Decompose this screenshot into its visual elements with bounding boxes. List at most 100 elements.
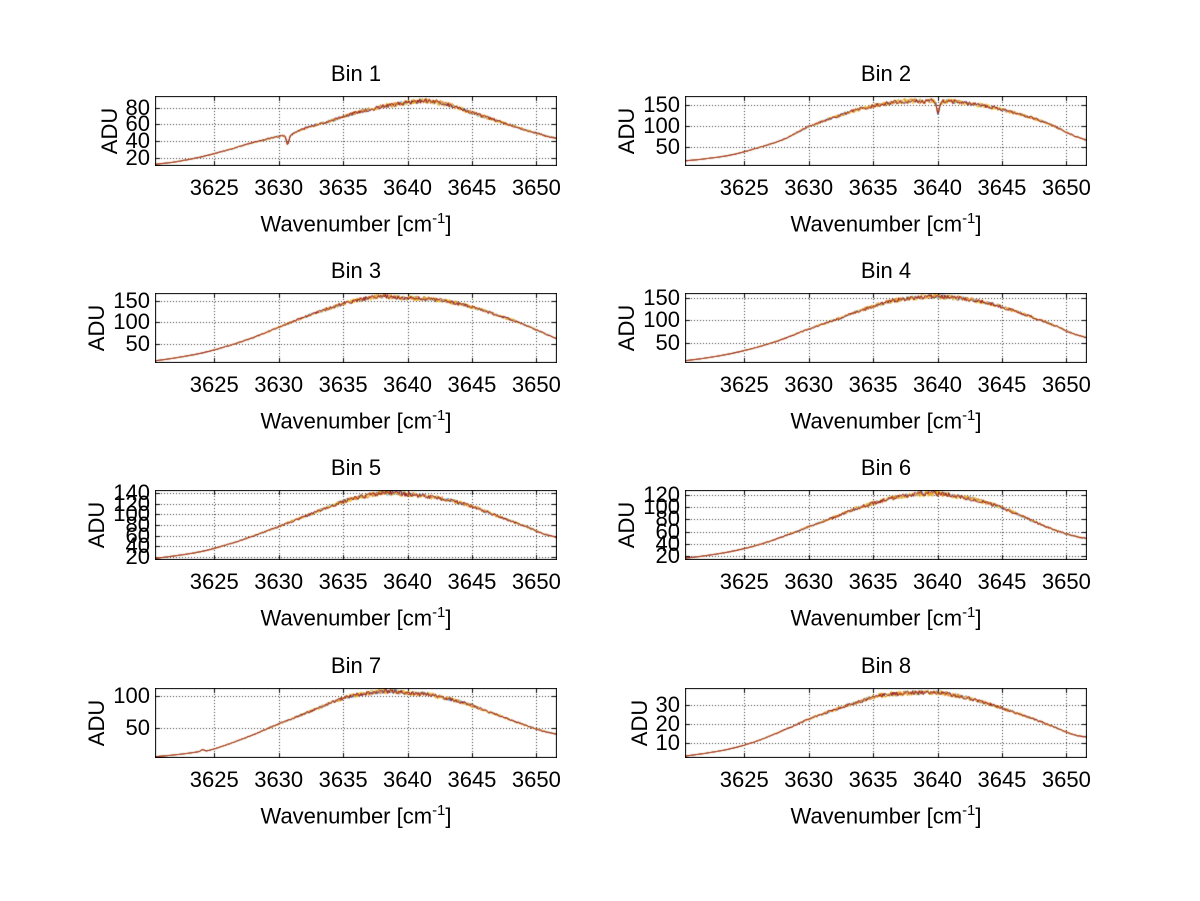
x-axis-label-text: ] <box>975 803 982 829</box>
y-axis-tick-label: 60 <box>125 111 150 137</box>
x-axis-label-superscript: -1 <box>432 210 446 227</box>
y-axis-label: ADU <box>84 699 110 747</box>
y-axis-tick-label: 100 <box>643 494 680 520</box>
x-axis-tick-label: 3650 <box>511 767 561 792</box>
x-axis-label-superscript: -1 <box>962 802 976 819</box>
x-axis-label-text: ] <box>445 605 452 631</box>
x-axis-label-text: Wavenumber [cm <box>790 408 963 434</box>
y-axis-label: ADU <box>626 699 652 747</box>
x-axis-label: Wavenumber [cm-1] <box>726 798 1046 829</box>
x-axis-label: Wavenumber [cm-1] <box>196 403 516 434</box>
y-axis-tick-label: 60 <box>655 518 680 544</box>
x-axis-tick-label: 3625 <box>189 767 239 792</box>
x-axis-label-superscript: -1 <box>962 210 976 227</box>
x-axis-label-text: Wavenumber [cm <box>260 408 433 434</box>
x-axis-label-text: Wavenumber [cm <box>790 211 963 237</box>
x-axis-tick-label: 3630 <box>784 372 834 397</box>
plot-canvas-bin-6 <box>685 490 1087 560</box>
x-axis-label-text: Wavenumber [cm <box>260 605 433 631</box>
x-axis-tick-label: 3630 <box>784 175 834 200</box>
subplot-title-bin-2: Bin 2 <box>860 61 912 86</box>
y-axis-tick-label: 50 <box>655 134 680 160</box>
y-axis-tick-label: 120 <box>113 490 150 516</box>
x-axis-tick-label: 3640 <box>383 569 432 594</box>
y-axis-tick-label: 40 <box>125 533 150 559</box>
x-axis-label: Wavenumber [cm-1] <box>726 403 1046 434</box>
x-axis-tick-label: 3640 <box>383 175 432 200</box>
x-axis-tick-label: 3645 <box>447 372 497 397</box>
x-axis-label: Wavenumber [cm-1] <box>196 206 516 237</box>
subplot-title-bin-3: Bin 3 <box>330 258 382 283</box>
x-axis-tick-label: 3635 <box>318 372 368 397</box>
x-axis-label-text: ] <box>975 211 982 237</box>
y-axis-label: ADU <box>614 107 640 155</box>
x-axis-tick-label: 3650 <box>511 175 561 200</box>
x-axis-tick-label: 3625 <box>189 569 239 594</box>
x-axis-tick-label: 3635 <box>318 175 368 200</box>
x-axis-tick-label: 3645 <box>447 175 497 200</box>
x-axis-tick-label: 3650 <box>511 372 561 397</box>
x-axis-tick-label: 3635 <box>848 372 898 397</box>
x-axis-label-superscript: -1 <box>432 802 446 819</box>
y-axis-tick-label: 100 <box>643 112 680 138</box>
x-axis-tick-label: 3645 <box>977 569 1027 594</box>
y-axis-tick-label: 100 <box>643 307 680 333</box>
y-axis-tick-label: 140 <box>113 480 150 506</box>
subplot-title-bin-1: Bin 1 <box>330 61 382 86</box>
subplot-title-bin-6: Bin 6 <box>860 455 912 480</box>
y-axis-tick-label: 50 <box>125 330 150 356</box>
x-axis-tick-label: 3625 <box>719 569 769 594</box>
x-axis-tick-label: 3640 <box>913 372 962 397</box>
y-axis-tick-label: 150 <box>643 91 680 117</box>
x-axis-label: Wavenumber [cm-1] <box>726 206 1046 237</box>
x-axis-tick-label: 3625 <box>189 175 239 200</box>
x-axis-tick-label: 3635 <box>318 767 368 792</box>
y-axis-tick-label: 30 <box>655 692 680 718</box>
x-axis-tick-label: 3630 <box>254 372 304 397</box>
y-axis-tick-label: 120 <box>643 481 680 507</box>
y-axis-tick-label: 10 <box>655 729 680 755</box>
y-axis-tick-label: 20 <box>125 543 150 569</box>
subplot-title-bin-4: Bin 4 <box>860 258 912 283</box>
x-axis-tick-label: 3645 <box>447 767 497 792</box>
x-axis-tick-label: 3645 <box>447 569 497 594</box>
x-axis-label-superscript: -1 <box>962 407 976 424</box>
plot-canvas-bin-4 <box>685 293 1087 363</box>
x-axis-tick-label: 3640 <box>913 767 962 792</box>
y-axis-tick-label: 80 <box>125 512 150 537</box>
y-axis-tick-label: 50 <box>125 714 150 740</box>
x-axis-tick-label: 3645 <box>977 372 1027 397</box>
x-axis-tick-label: 3630 <box>254 175 304 200</box>
x-axis-tick-label: 3630 <box>254 569 304 594</box>
plot-canvas-bin-7 <box>155 688 557 758</box>
y-axis-tick-label: 100 <box>113 309 150 335</box>
x-axis-tick-label: 3625 <box>719 175 769 200</box>
x-axis-label: Wavenumber [cm-1] <box>726 600 1046 631</box>
x-axis-tick-label: 3625 <box>189 372 239 397</box>
x-axis-label-superscript: -1 <box>962 604 976 621</box>
x-axis-tick-label: 3640 <box>913 175 962 200</box>
x-axis-tick-label: 3630 <box>254 767 304 792</box>
y-axis-tick-label: 20 <box>655 710 680 736</box>
x-axis-tick-label: 3640 <box>383 767 432 792</box>
x-axis-tick-label: 3630 <box>784 569 834 594</box>
y-axis-tick-label: 80 <box>125 94 150 120</box>
x-axis-tick-label: 3650 <box>1041 175 1091 200</box>
y-axis-label: ADU <box>84 304 110 352</box>
x-axis-tick-label: 3645 <box>977 767 1027 792</box>
x-axis-tick-label: 3635 <box>848 767 898 792</box>
x-axis-tick-label: 3635 <box>318 569 368 594</box>
y-axis-tick-label: 20 <box>125 144 150 170</box>
plot-canvas-bin-1 <box>155 96 557 166</box>
y-axis-label: ADU <box>84 501 110 549</box>
x-axis-label-text: Wavenumber [cm <box>790 605 963 631</box>
x-axis-tick-label: 3650 <box>1041 767 1091 792</box>
x-axis-tick-label: 3635 <box>848 569 898 594</box>
x-axis-tick-label: 3650 <box>511 569 561 594</box>
plot-canvas-bin-8 <box>685 688 1087 758</box>
y-axis-label: ADU <box>614 304 640 352</box>
plot-canvas-bin-2 <box>685 96 1087 166</box>
x-axis-tick-label: 3645 <box>977 175 1027 200</box>
y-axis-tick-label: 100 <box>113 501 150 527</box>
